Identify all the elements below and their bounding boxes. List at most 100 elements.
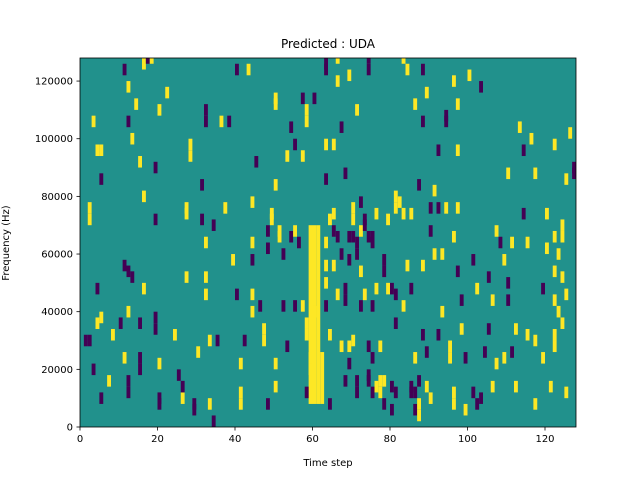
heatmap-cell: [448, 352, 452, 364]
heatmap-cell: [444, 202, 449, 214]
heatmap-cell: [560, 219, 565, 231]
heatmap-cell: [300, 300, 305, 312]
heatmap-cell: [525, 328, 530, 341]
heatmap-cell: [300, 92, 305, 105]
heatmap-cell: [502, 254, 507, 266]
heatmap-cell: [235, 63, 239, 76]
heatmap-cell: [335, 75, 340, 87]
heatmap-cell: [335, 288, 340, 301]
heatmap-cell: [541, 352, 545, 364]
heatmap-cell: [304, 386, 309, 399]
heatmap-cell: [331, 138, 336, 151]
y-tick-label: 80000: [41, 192, 73, 203]
heatmap-cell: [393, 317, 398, 329]
heatmap-cell: [192, 403, 197, 416]
heatmap-cell: [533, 398, 538, 410]
heatmap-cell: [122, 63, 127, 76]
heatmap-cell: [351, 230, 356, 243]
heatmap-cell: [153, 213, 158, 226]
heatmap-cell: [475, 398, 480, 410]
y-tick-label: 120000: [35, 77, 73, 88]
heatmap-cell: [572, 167, 576, 180]
heatmap-cell: [471, 254, 476, 266]
y-tick-label: 40000: [41, 307, 73, 318]
y-axis: 0 20000 40000 60000 80000 100000 120000: [35, 77, 80, 434]
heatmap-cell: [486, 323, 491, 335]
heatmap-cell: [564, 386, 569, 399]
y-tick-label: 100000: [35, 134, 73, 145]
heatmap-cell: [421, 115, 425, 128]
heatmap-cell: [227, 115, 232, 128]
heatmap-cell: [254, 156, 259, 168]
heatmap-cell: [506, 167, 511, 180]
heatmap-cell: [436, 202, 441, 214]
heatmap-cell: [273, 179, 278, 191]
heatmap-cell: [370, 300, 375, 312]
heatmap-cell: [452, 75, 456, 87]
heatmap-cell: [351, 202, 356, 214]
heatmap-cell: [552, 138, 557, 151]
heatmap-cells: [83, 58, 576, 427]
heatmap-cell: [204, 288, 208, 301]
heatmap-cell: [413, 352, 418, 364]
heatmap-cell: [455, 265, 460, 278]
heatmap-cell: [258, 300, 263, 312]
heatmap-cell: [560, 271, 565, 283]
heatmap-cell: [347, 230, 352, 243]
heatmap-cell: [343, 282, 348, 295]
heatmap-cell: [436, 328, 441, 341]
heatmap-cell: [99, 144, 104, 157]
heatmap-cell: [266, 242, 270, 255]
heatmap-cell: [277, 230, 282, 243]
heatmap-cell: [188, 138, 193, 151]
heatmap-cell: [421, 63, 425, 76]
heatmap-cell: [242, 334, 247, 347]
heatmap-cell: [238, 357, 243, 370]
heatmap-cell: [211, 219, 216, 231]
heatmap-cell: [359, 196, 363, 208]
heatmap-cell: [494, 225, 499, 237]
heatmap-cell: [293, 138, 297, 151]
heatmap-cell: [87, 334, 92, 347]
heatmap-cell: [211, 415, 216, 427]
heatmap-cell: [188, 150, 193, 162]
heatmap-cell: [548, 380, 553, 393]
heatmap-cell: [479, 81, 483, 93]
heatmap-cell: [347, 340, 352, 353]
heatmap-cell: [413, 98, 418, 110]
heatmap-cell: [390, 282, 394, 295]
heatmap-cell: [297, 236, 301, 249]
heatmap-cell: [304, 317, 309, 329]
heatmap-cell: [347, 69, 352, 82]
heatmap-cell: [393, 288, 398, 301]
x-tick-label: 100: [458, 434, 477, 445]
heatmap-cell: [533, 167, 538, 180]
heatmap-cell: [417, 409, 421, 422]
heatmap-cell: [452, 230, 456, 243]
heatmap-cell: [409, 282, 414, 295]
heatmap-cell: [552, 328, 557, 341]
heatmap-cell: [521, 144, 526, 157]
heatmap-band: [316, 225, 321, 404]
heatmap-cell: [250, 288, 255, 301]
heatmap-cell: [138, 156, 142, 168]
heatmap-cell: [285, 150, 290, 162]
heatmap-cell: [564, 173, 569, 185]
heatmap-cell: [355, 375, 359, 387]
heatmap-cell: [328, 328, 332, 341]
heatmap-cell: [494, 357, 499, 370]
x-tick-label: 20: [151, 434, 164, 445]
heatmap-cell: [138, 352, 142, 364]
x-tick-label: 0: [77, 434, 83, 445]
heatmap-cell: [339, 340, 344, 353]
heatmap-cell: [459, 323, 464, 335]
plot-area: [79, 57, 577, 428]
heatmap-cell: [452, 386, 456, 399]
heatmap-cell: [331, 259, 336, 272]
heatmap-cell: [343, 167, 348, 180]
heatmap-cell: [142, 58, 146, 70]
heatmap-cell: [374, 380, 379, 393]
heatmap-cell: [409, 380, 414, 393]
heatmap-cell: [250, 236, 255, 249]
